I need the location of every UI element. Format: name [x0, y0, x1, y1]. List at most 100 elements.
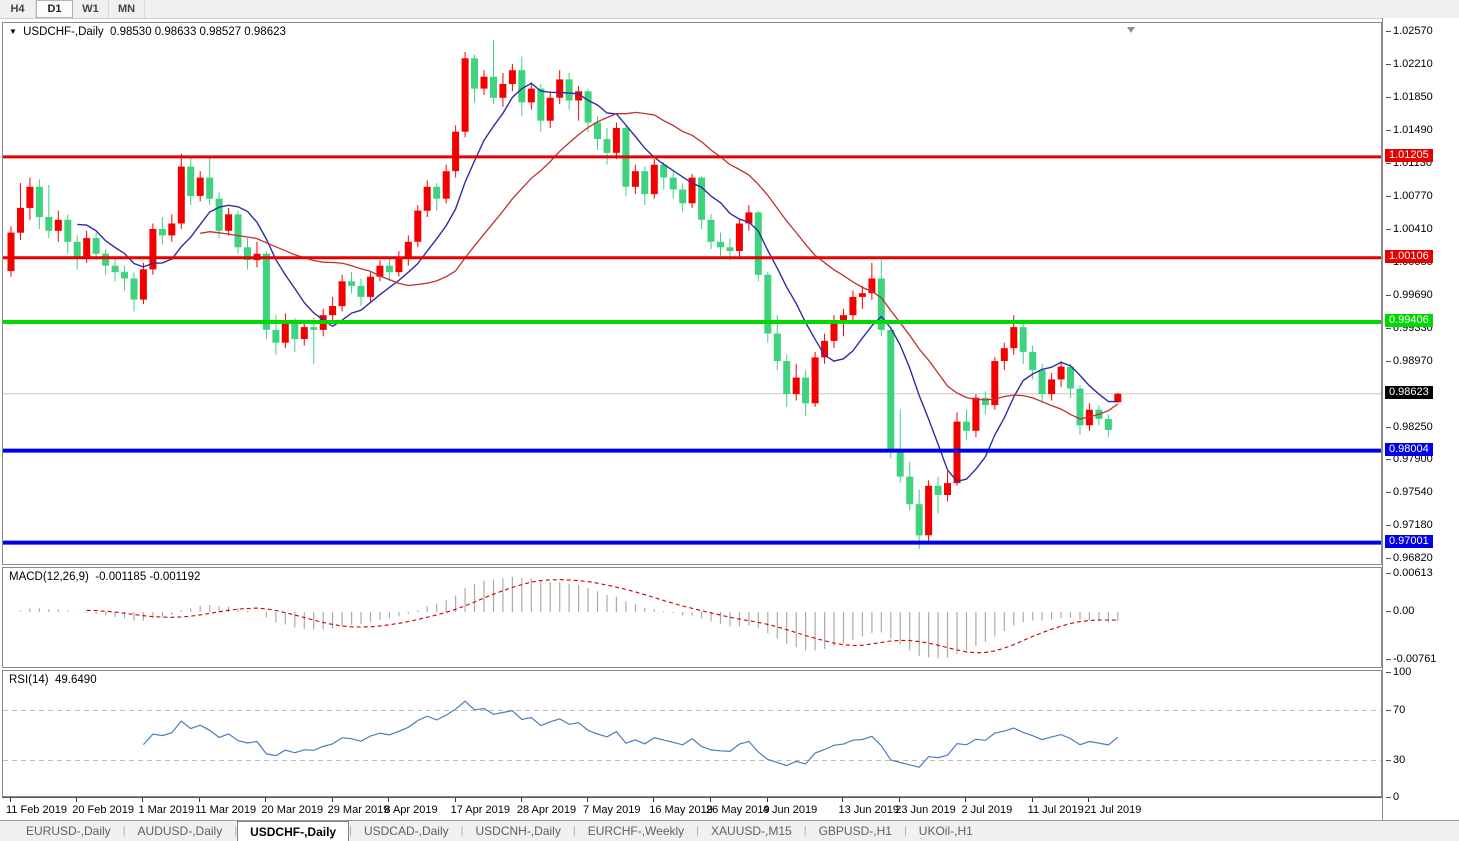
macd-histogram: [19, 576, 1119, 659]
macd-title: MACD(12,26,9) -0.001185 -0.001192: [9, 571, 200, 583]
time-axis-tick: [710, 798, 712, 802]
macd-pane[interactable]: MACD(12,26,9) -0.001185 -0.001192: [2, 567, 1382, 668]
price-axis-tick: 1.02210: [1386, 58, 1433, 70]
rsi-axis-tick: 30: [1386, 754, 1405, 766]
chart-tab-usdcad-daily[interactable]: USDCAD-,Daily: [363, 824, 449, 838]
main-chart-pane[interactable]: ▼ USDCHF-,Daily 0.98530 0.98633 0.98527 …: [2, 22, 1382, 565]
time-axis-tick: [587, 798, 589, 802]
time-axis-label: 8 Apr 2019: [384, 804, 438, 816]
price-axis-tick: 1.00770: [1386, 190, 1433, 202]
price-axis-tick: 1.01850: [1386, 91, 1433, 103]
time-axis-label: 29 Mar 2019: [327, 804, 390, 816]
chart-tab-eurusd-daily[interactable]: EURUSD-,Daily: [26, 824, 111, 838]
chart-tab-usdchf-daily[interactable]: USDCHF-,Daily: [237, 821, 350, 841]
time-axis-tick: [1088, 798, 1090, 802]
tab-separator: |: [572, 825, 576, 837]
candles-layer: [7, 40, 1122, 550]
rsi-title: RSI(14) 49.6490: [9, 674, 97, 686]
tab-separator: |: [349, 825, 352, 837]
macd-label: MACD(12,26,9): [9, 571, 89, 583]
candlestick-chart[interactable]: [3, 23, 1381, 564]
time-axis-label: 23 Jun 2019: [895, 804, 956, 816]
chart-tab-eurchf-weekly[interactable]: EURCHF-,Weekly: [587, 824, 685, 838]
time-axis-tick: [331, 798, 333, 802]
level-price-badge: 0.97001: [1385, 535, 1433, 549]
time-axis-tick: [899, 798, 901, 802]
rsi-value: 49.6490: [55, 674, 97, 686]
macd-values: -0.001185 -0.001192: [95, 571, 201, 583]
time-axis-label: 1 Mar 2019: [138, 804, 195, 816]
time-axis-tick: [1031, 798, 1033, 802]
rsi-chart[interactable]: [3, 671, 1381, 796]
time-axis-tick: [388, 798, 390, 802]
rsi-axis-tick: 100: [1386, 666, 1411, 678]
time-axis-label: 13 Jun 2019: [838, 804, 900, 816]
time-axis[interactable]: 11 Feb 2019 20 Feb 2019 1 Mar 2019 11 Mar 2…: [2, 797, 1382, 821]
macd-chart[interactable]: [3, 568, 1381, 667]
macd-axis-tick: -0.00761: [1386, 653, 1436, 665]
level-price-badge: 0.99406: [1385, 314, 1433, 328]
level-price-badge: 0.98004: [1385, 443, 1433, 457]
macd-axis-tick: 0.00613: [1386, 567, 1433, 579]
time-axis-label: 16 May 2019: [649, 804, 713, 816]
price-axis-tick: 1.01490: [1386, 124, 1433, 136]
time-axis-tick: [520, 798, 522, 802]
time-axis-label: 11 Feb 2019: [6, 804, 67, 816]
chart-shift-marker-icon[interactable]: [1127, 27, 1135, 33]
timeframe-button-d1[interactable]: D1: [36, 0, 73, 18]
chart-symbol-label: USDCHF-,Daily: [23, 26, 104, 38]
level-price-badge: 1.01205: [1385, 149, 1433, 163]
price-axis-tick: 0.97180: [1386, 519, 1433, 531]
time-axis-tick: [10, 798, 11, 802]
price-axis-tick: 1.00410: [1386, 223, 1433, 235]
symbol-dropdown-icon: ▼: [9, 27, 17, 36]
time-axis-tick: [142, 798, 144, 802]
chart-tab-audusd-daily[interactable]: AUDUSD-,Daily: [137, 824, 223, 838]
time-axis-tick: [965, 798, 967, 802]
time-axis-label: 20 Mar 2019: [261, 804, 324, 816]
ma-slow-line: [200, 111, 1119, 420]
chart-tab-gbpusd-h1[interactable]: GBPUSD-,H1: [818, 824, 892, 838]
rsi-axis-tick: 70: [1386, 704, 1405, 716]
current-price-badge: 0.98623: [1385, 386, 1433, 400]
time-axis-label: 17 Apr 2019: [450, 804, 510, 816]
time-axis-label: 2 Jul 2019: [961, 804, 1013, 816]
tab-separator: |: [460, 825, 464, 837]
price-axis-tick: 0.98250: [1386, 421, 1433, 433]
chart-ohlc-values: 0.98530 0.98633 0.98527 0.98623: [110, 26, 286, 38]
level-price-badge: 1.00106: [1385, 250, 1433, 264]
tab-separator: |: [803, 825, 807, 837]
tab-separator: |: [903, 825, 907, 837]
time-axis-label: 21 Jul 2019: [1084, 804, 1142, 816]
chart-tab-ukoil-h1[interactable]: UKOil-,H1: [918, 824, 973, 838]
rsi-label: RSI(14): [9, 674, 49, 686]
chart-tabs: EURUSD-,Daily | AUDUSD-,Daily | USDCHF-,Dail…: [0, 820, 1459, 841]
chart-title: ▼ USDCHF-,Daily 0.98530 0.98633 0.98527 …: [9, 26, 286, 38]
time-axis-tick: [199, 798, 201, 802]
time-axis-tick: [265, 798, 267, 802]
time-axis-label: 28 Apr 2019: [516, 804, 577, 816]
time-axis-tick: [454, 798, 456, 802]
time-axis-label: 11 Mar 2019: [195, 804, 257, 816]
timeframe-button-h4[interactable]: H4: [0, 0, 36, 18]
time-axis-tick: [653, 798, 655, 802]
price-axis-tick: 0.97540: [1386, 486, 1433, 498]
price-axis-tick: 1.02570: [1386, 25, 1433, 37]
rsi-pane[interactable]: RSI(14) 49.6490: [2, 670, 1382, 797]
price-axis-tick: 0.99690: [1386, 289, 1433, 301]
rsi-line: [142, 700, 1119, 768]
timeframe-button-mn[interactable]: MN: [109, 0, 145, 18]
macd-signal-line: [86, 579, 1118, 654]
chart-tab-xauusd-m15[interactable]: XAUUSD-,M15: [711, 824, 792, 838]
time-axis-label: 20 Feb 2019: [72, 804, 134, 816]
time-axis-label: 11 Jul 2019: [1027, 804, 1084, 816]
ma-fast-line: [77, 82, 1118, 483]
tab-separator: |: [122, 825, 126, 837]
price-axis[interactable]: 1.02570 1.02210 1.01850 1.01490 1.01130 1.007…: [1382, 18, 1459, 820]
time-axis-label: 4 Jun 2019: [762, 804, 818, 816]
tab-separator: |: [696, 825, 700, 837]
time-axis-tick: [842, 798, 844, 802]
timeframe-button-w1[interactable]: W1: [73, 0, 109, 18]
chart-tab-usdcnh-daily[interactable]: USDCNH-,Daily: [475, 824, 561, 838]
time-axis-tick: [76, 798, 78, 802]
